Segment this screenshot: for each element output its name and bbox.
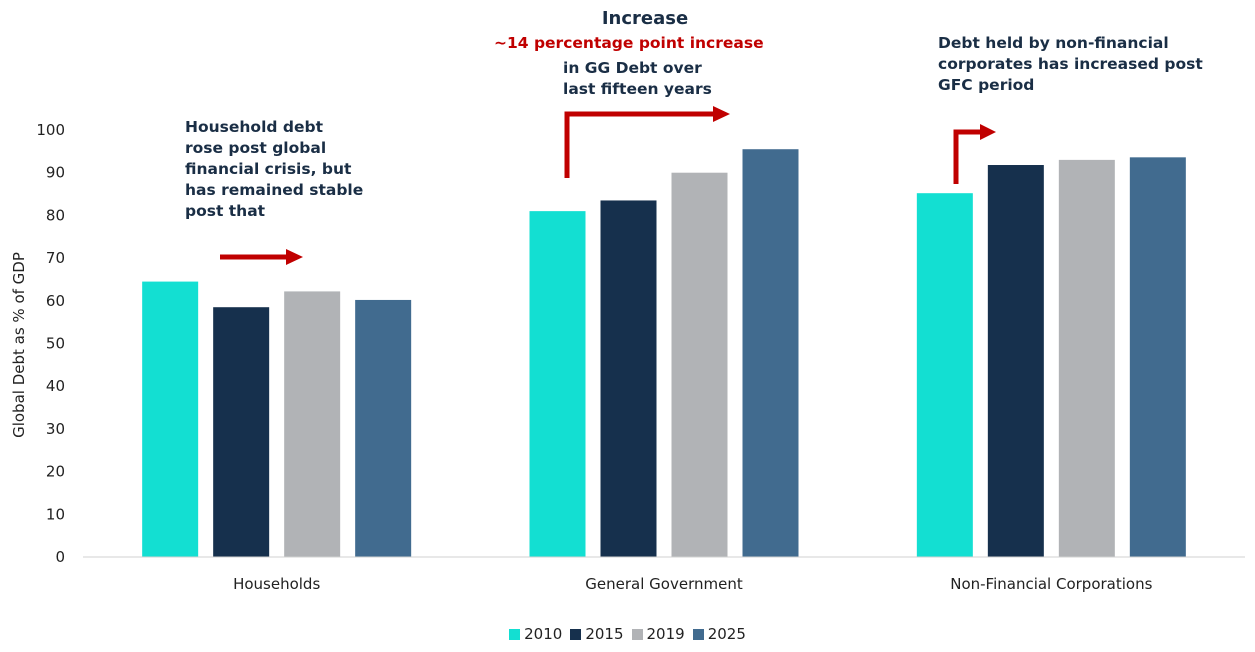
gov-annotation-highlight: ~14 percentage point increase [494, 34, 764, 52]
bar-2019-general-government [671, 172, 728, 557]
legend-item: 2019 [631, 625, 685, 643]
households-annotation-line: post that [185, 202, 266, 220]
bars-group [142, 149, 1186, 558]
legend-label: 2019 [646, 625, 685, 643]
y-tick-label: 40 [46, 377, 65, 395]
bar-2019-non-financial-corporations [1058, 159, 1115, 557]
gov-annotation-line: last fifteen years [563, 80, 712, 98]
households-annotation-line: rose post global [185, 139, 327, 157]
y-axis: 0 10 20 30 40 50 60 70 80 90 100 [36, 121, 65, 566]
y-tick-label: 20 [46, 463, 65, 481]
y-tick-label: 50 [46, 335, 65, 353]
legend: 2010 2015 2019 2025 [0, 625, 1255, 643]
legend-swatch [570, 628, 582, 640]
y-tick-label: 70 [46, 249, 65, 267]
legend-label: 2025 [707, 625, 746, 643]
legend-swatch [692, 628, 704, 640]
x-category-label: Non-Financial Corporations [950, 575, 1152, 593]
legend-label: 2015 [585, 625, 624, 643]
y-tick-label: 90 [46, 164, 65, 182]
y-tick-label: 80 [46, 206, 65, 224]
legend-swatch [631, 628, 643, 640]
nfc-arrow-shaft [953, 129, 982, 184]
households-arrow-head [286, 249, 303, 265]
bar-2015-general-government [600, 200, 657, 557]
nfc-annotation: Debt held by non-financial corporates ha… [938, 33, 1203, 96]
gov-annotation: in GG Debt over last fifteen years [563, 58, 712, 100]
legend-swatch [509, 628, 521, 640]
legend-item: 2010 [509, 625, 562, 643]
y-tick-label: 60 [46, 292, 65, 310]
y-tick-label: 100 [36, 121, 65, 139]
households-annotation-line: has remained stable [185, 181, 364, 199]
y-axis-title: Global Debt as % of GDP [10, 252, 28, 438]
gov-annotation-line: in GG Debt over [563, 59, 702, 77]
chart-title: Increase [602, 8, 688, 29]
nfc-annotation-line: Debt held by non-financial [938, 34, 1169, 52]
households-annotation-line: Household debt [185, 118, 323, 136]
legend-label: 2010 [524, 625, 563, 643]
gov-arrow-head [713, 106, 730, 122]
bar-2025-general-government [742, 149, 799, 557]
gov-arrow-shaft [564, 111, 715, 178]
bar-2025-households [355, 299, 412, 557]
nfc-arrow-head [980, 124, 996, 140]
y-tick-label: 0 [55, 548, 65, 566]
bar-2015-non-financial-corporations [987, 165, 1044, 557]
x-category-label: Households [233, 575, 320, 593]
households-annotation: Household debt rose post global financia… [185, 117, 363, 222]
legend-item: 2025 [692, 625, 746, 643]
bar-2010-households [142, 281, 199, 557]
bar-2010-non-financial-corporations [916, 193, 973, 558]
y-tick-label: 10 [46, 505, 65, 523]
bar-2025-non-financial-corporations [1129, 157, 1186, 557]
bar-2015-households [213, 307, 270, 557]
households-annotation-line: financial crisis, but [185, 160, 352, 178]
x-category-label: General Government [585, 575, 743, 593]
bar-2010-general-government [529, 211, 586, 557]
nfc-annotation-line: corporates has increased post [938, 55, 1203, 73]
legend-item: 2015 [570, 625, 624, 643]
x-axis: Households General Government Non-Financia… [83, 556, 1245, 593]
y-tick-label: 30 [46, 420, 65, 438]
bar-2019-households [284, 291, 341, 557]
nfc-annotation-line: GFC period [938, 76, 1035, 94]
annotation-arrows [220, 106, 996, 265]
